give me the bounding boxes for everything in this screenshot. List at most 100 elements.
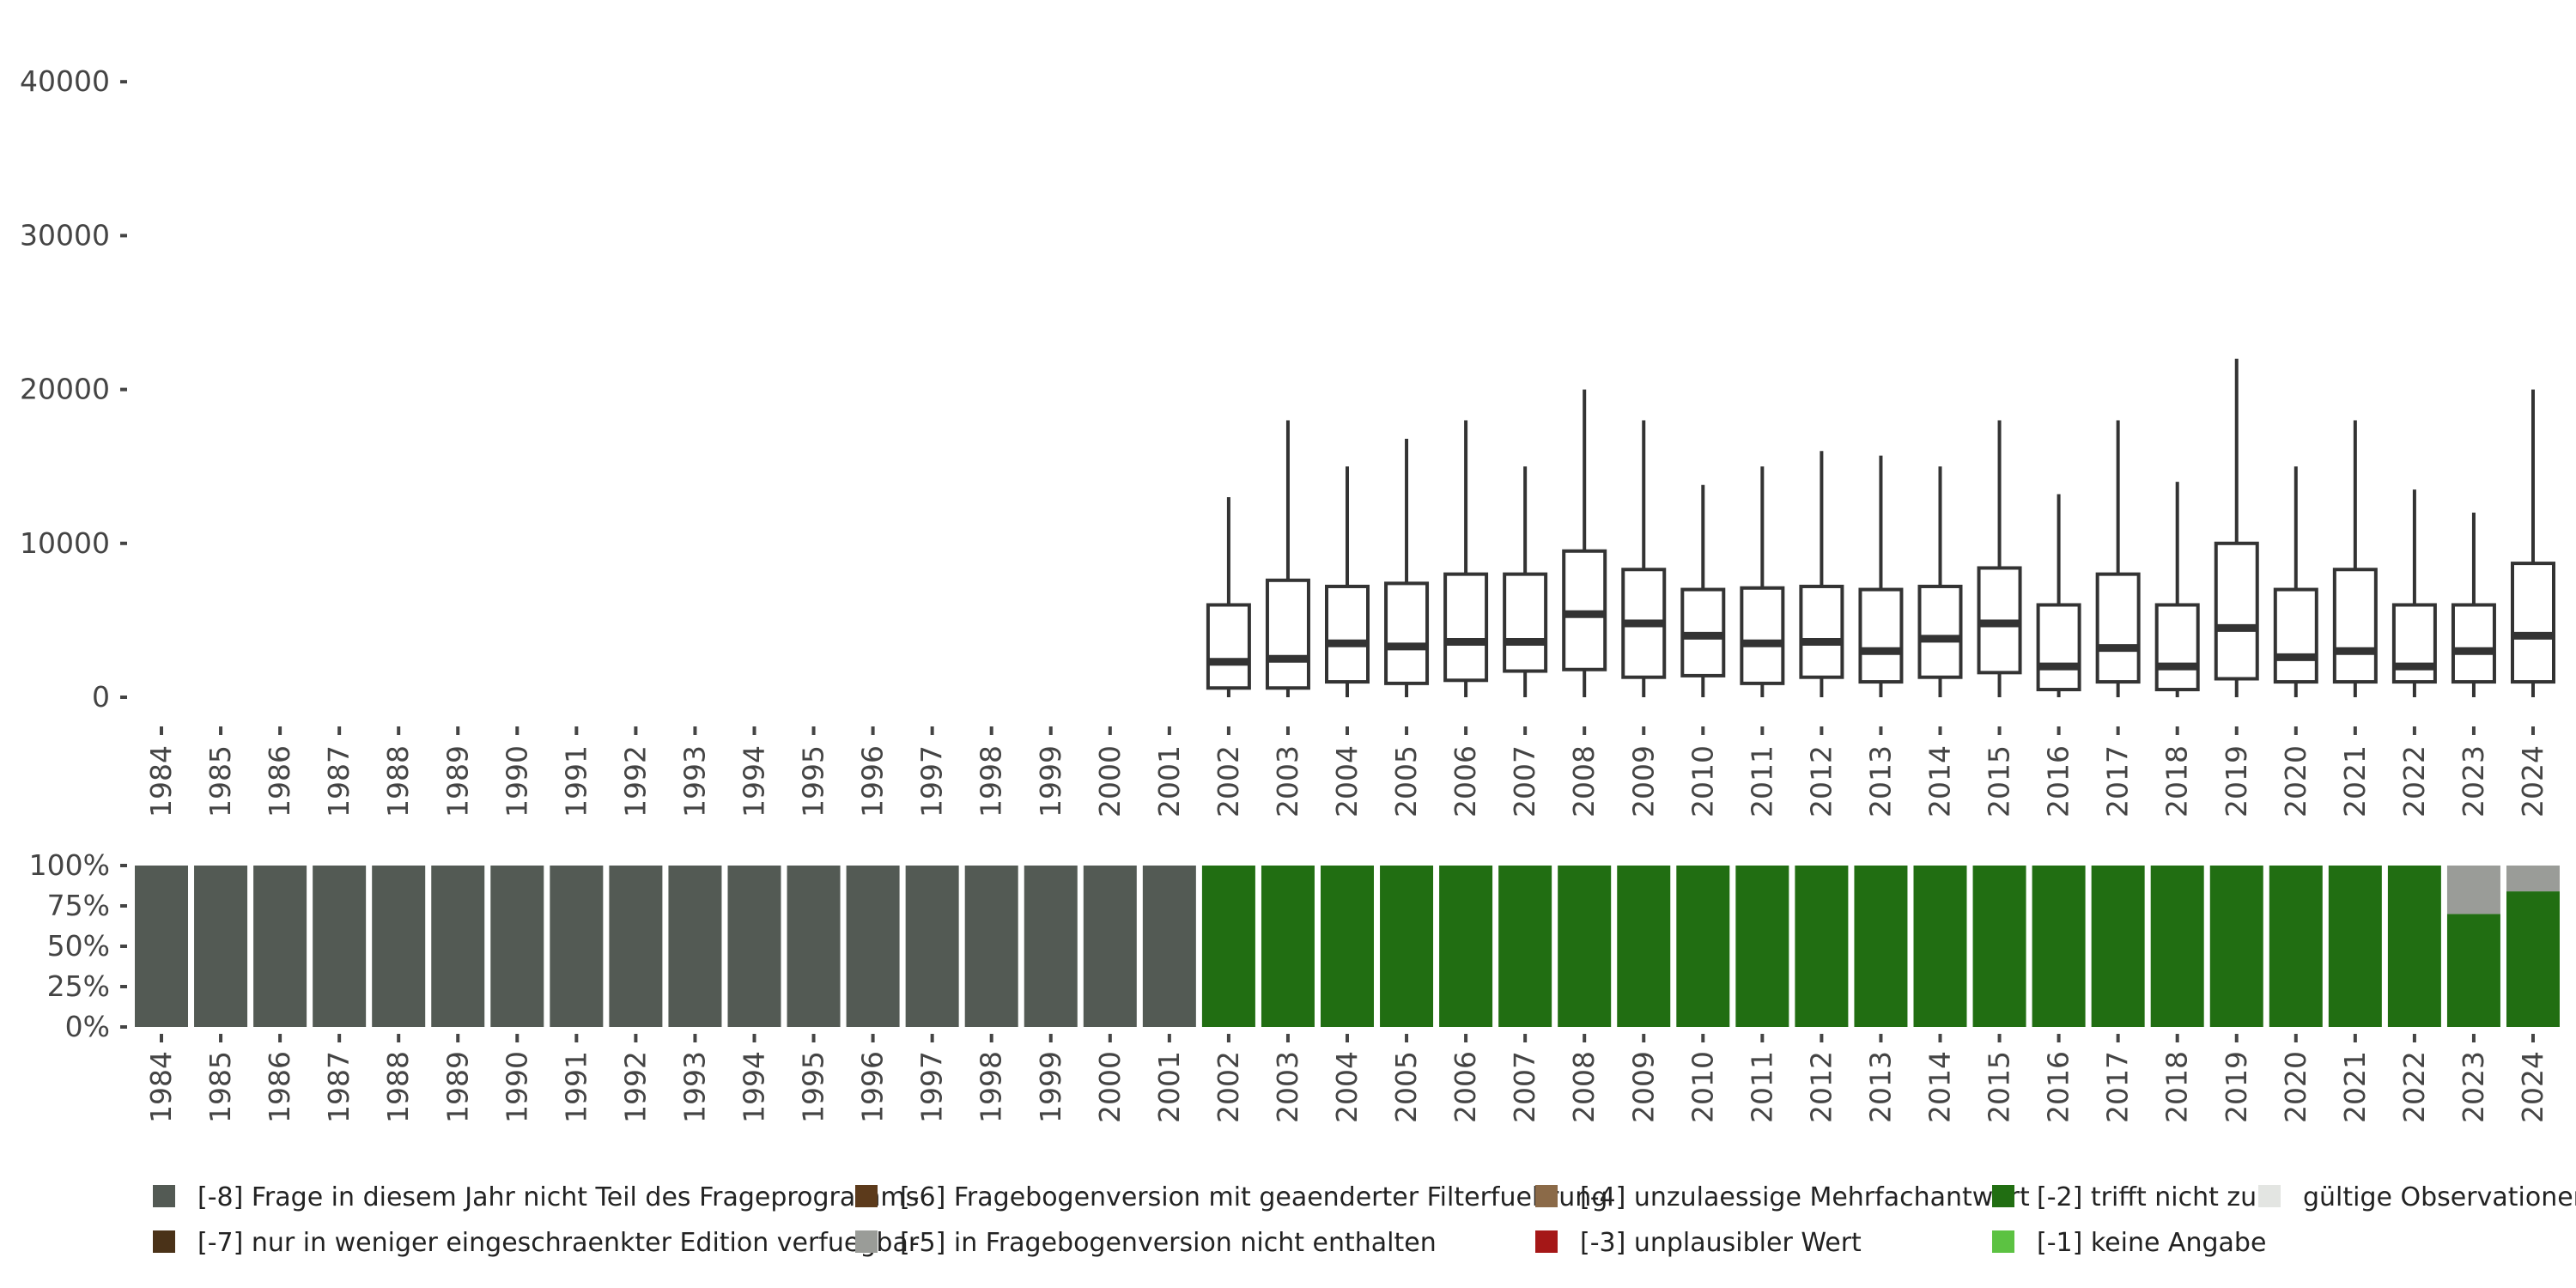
legend-label: gültige Observationen — [2303, 1182, 2576, 1212]
box-2002 — [1206, 497, 1251, 697]
x-tick-label: 1993 — [677, 1051, 711, 1123]
x-tick-label: 2009 — [1626, 745, 1660, 817]
x-tick-label: 2005 — [1389, 745, 1423, 817]
bar-segment-1984-s0 — [135, 866, 188, 1027]
bar-segment-2004-s1 — [1321, 866, 1374, 1027]
box-2004 — [1325, 466, 1370, 697]
x-tick-label: 2018 — [2160, 1051, 2194, 1123]
x-tick-label: 1987 — [322, 745, 355, 817]
bar-segment-2021-s1 — [2328, 866, 2382, 1027]
box-iqr — [2214, 541, 2259, 681]
box-iqr — [1503, 572, 1548, 673]
bar-segment-2023-s2 — [2446, 866, 2500, 914]
bar-segment-2015-s1 — [1972, 866, 2026, 1027]
box-iqr — [1206, 603, 1251, 690]
legend-item: [-4] unzulaessige Mehrfachantwort — [1535, 1182, 2030, 1212]
x-tick-label: 2014 — [1923, 1051, 1957, 1123]
x-tick-label: 2007 — [1508, 1051, 1541, 1123]
legend-swatch — [1992, 1185, 2014, 1207]
x-tick-label: 2021 — [2338, 745, 2372, 817]
legend-label: [-5] in Fragebogenversion nicht enthalte… — [900, 1228, 1437, 1258]
bar-segment-2010-s1 — [1676, 866, 1730, 1027]
y-tick-label: 30000 — [20, 218, 110, 252]
x-tick-label: 2004 — [1330, 1051, 1364, 1123]
x-tick-label: 2022 — [2397, 745, 2431, 817]
y-tick-label: 0 — [92, 680, 110, 714]
legend-swatch — [855, 1230, 878, 1253]
x-tick-label: 1992 — [618, 745, 652, 817]
x-tick-label: 2009 — [1626, 1051, 1660, 1123]
box-2010 — [1680, 484, 1726, 697]
box-iqr — [2036, 603, 2081, 692]
bar-segment-2020-s1 — [2269, 866, 2323, 1027]
x-tick-label: 2013 — [1863, 745, 1897, 817]
legend: [-8] Frage in diesem Jahr nicht Teil des… — [153, 1182, 2576, 1258]
x-tick-label: 2024 — [2516, 1051, 2549, 1123]
x-tick-label: 2006 — [1449, 1051, 1482, 1123]
legend-item: [-3] unplausibler Wert — [1535, 1228, 1862, 1258]
box-2020 — [2273, 466, 2318, 697]
bar-segment-2000-s0 — [1083, 866, 1137, 1027]
box-2003 — [1265, 420, 1310, 697]
box-2015 — [1977, 420, 2022, 697]
box-2013 — [1858, 455, 1904, 697]
box-2011 — [1740, 466, 1785, 697]
bar-segment-1987-s0 — [313, 866, 367, 1027]
bar-segment-2012-s1 — [1795, 866, 1849, 1027]
bar-segment-1998-s0 — [964, 866, 1018, 1027]
x-tick-label: 1986 — [263, 745, 296, 817]
box-2016 — [2036, 494, 2081, 697]
legend-swatch — [1992, 1230, 2014, 1253]
x-tick-label: 2018 — [2160, 745, 2194, 817]
legend-swatch — [1535, 1185, 1558, 1207]
bar-segment-2008-s1 — [1558, 866, 1612, 1027]
x-tick-label: 2014 — [1923, 745, 1957, 817]
y-tick-label: 40000 — [20, 64, 110, 98]
box-2005 — [1384, 438, 1430, 697]
x-tick-label: 2006 — [1449, 745, 1482, 817]
x-tick-label: 1994 — [738, 1051, 771, 1123]
x-tick-label: 2010 — [1686, 1051, 1719, 1123]
bar-segment-1985-s0 — [194, 866, 248, 1027]
legend-item: [-5] in Fragebogenversion nicht enthalte… — [855, 1228, 1437, 1258]
bar-segment-2014-s1 — [1913, 866, 1967, 1027]
x-tick-label: 2020 — [2279, 745, 2312, 817]
x-tick-label: 1989 — [440, 745, 474, 817]
box-2021 — [2332, 420, 2378, 697]
bar-segment-2001-s0 — [1142, 866, 1196, 1027]
x-tick-label: 2012 — [1804, 745, 1838, 817]
bar-segment-2013-s1 — [1854, 866, 1908, 1027]
legend-swatch — [2258, 1185, 2281, 1207]
bar-segment-2002-s1 — [1201, 866, 1255, 1027]
x-tick-label: 2005 — [1389, 1051, 1423, 1123]
x-tick-label: 1986 — [263, 1051, 296, 1123]
bar-segment-2007-s1 — [1498, 866, 1552, 1027]
bar-segment-1986-s0 — [253, 866, 307, 1027]
x-tick-label: 2023 — [2457, 745, 2490, 817]
x-tick-label: 2017 — [2101, 745, 2135, 817]
box-2017 — [2095, 420, 2141, 697]
bar-segment-1991-s0 — [550, 866, 604, 1027]
box-iqr — [2154, 603, 2200, 692]
x-tick-label: 2004 — [1330, 745, 1364, 817]
legend-label: [-8] Frage in diesem Jahr nicht Teil des… — [197, 1182, 919, 1212]
x-tick-label: 2008 — [1567, 1051, 1601, 1123]
box-iqr — [1325, 584, 1370, 684]
bar-segment-2019-s1 — [2209, 866, 2263, 1027]
x-tick-label: 1995 — [797, 1051, 830, 1123]
legend-item: [-7] nur in weniger eingeschraenkter Edi… — [153, 1228, 920, 1258]
bar-segment-2009-s1 — [1617, 866, 1671, 1027]
x-tick-label: 2010 — [1686, 745, 1719, 817]
x-tick-label: 2013 — [1863, 1051, 1897, 1123]
x-tick-label: 2024 — [2516, 745, 2549, 817]
x-tick-label: 1984 — [144, 1051, 178, 1123]
box-iqr — [2095, 572, 2141, 684]
box-iqr — [1858, 587, 1904, 684]
x-tick-label: 1999 — [1034, 1051, 1067, 1123]
bar-segment-1989-s0 — [431, 866, 485, 1027]
box-2006 — [1443, 420, 1489, 697]
y-tick-label: 50% — [47, 929, 110, 963]
box-iqr — [2511, 562, 2555, 684]
bar-segment-1988-s0 — [372, 866, 426, 1027]
bar-segment-1992-s0 — [609, 866, 663, 1027]
